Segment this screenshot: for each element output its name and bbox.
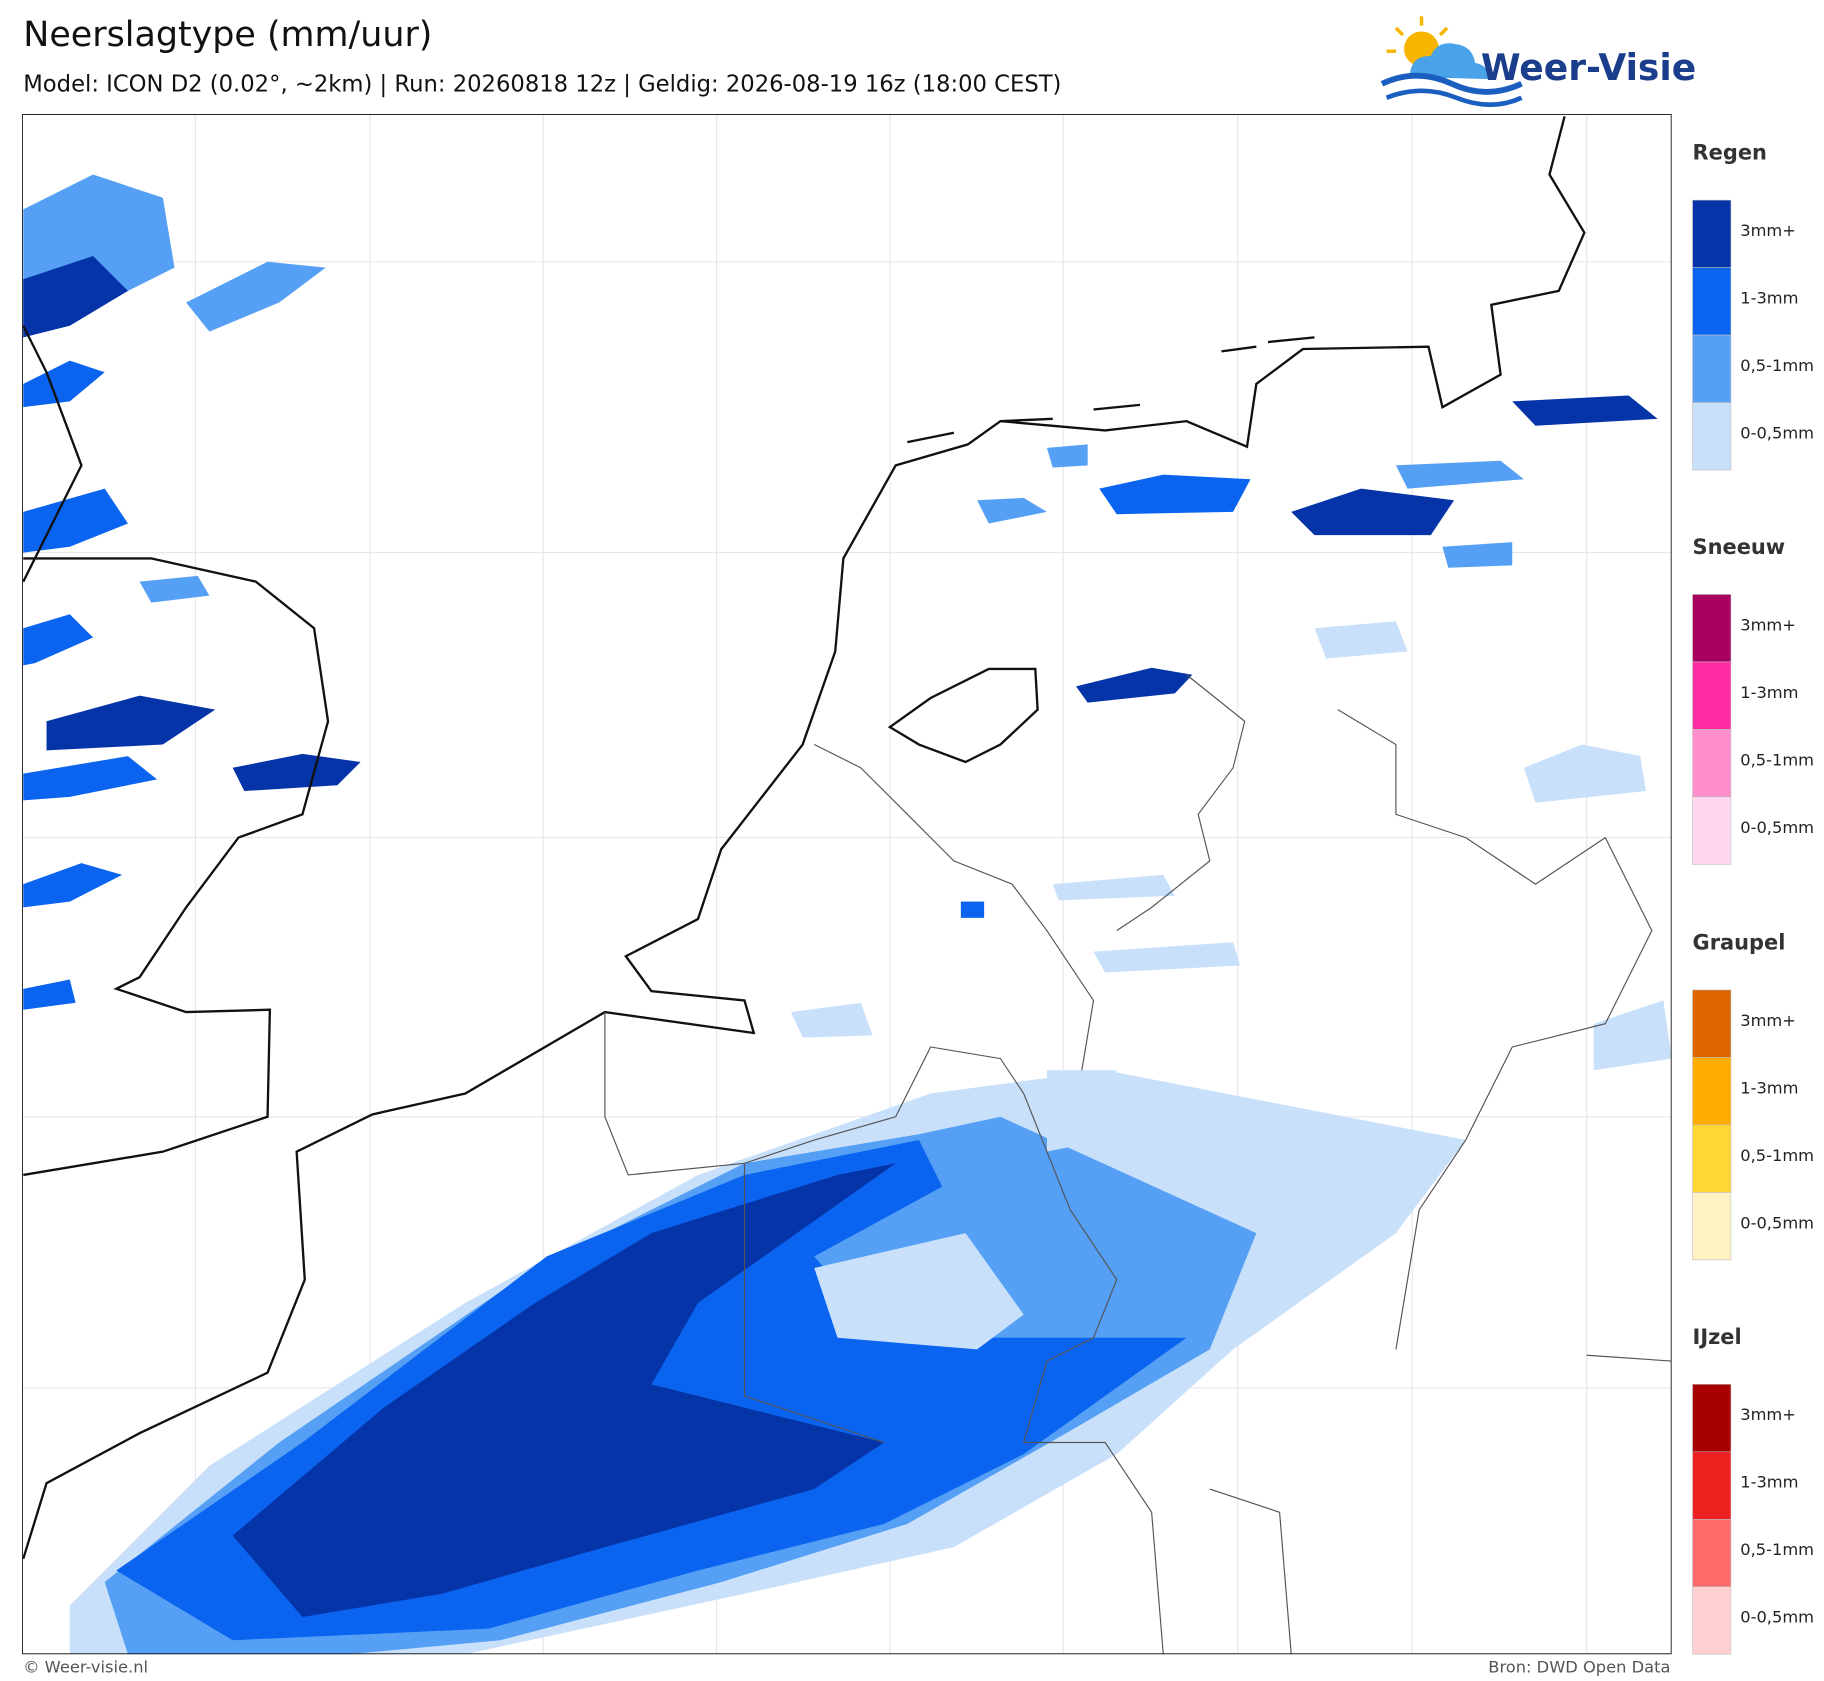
legend-swatch bbox=[1692, 1518, 1732, 1588]
legend-label: 3mm+ bbox=[1740, 1011, 1796, 1030]
legend-label: 0-0,5mm bbox=[1740, 423, 1814, 442]
legend-swatch bbox=[1692, 1451, 1732, 1520]
copyright: © Weer-visie.nl bbox=[23, 1658, 148, 1677]
borders bbox=[604, 674, 1672, 1655]
legend-label: 3mm+ bbox=[1740, 615, 1796, 634]
legend-label: 0,5-1mm bbox=[1740, 356, 1814, 375]
legend-label: 0,5-1mm bbox=[1740, 1540, 1814, 1559]
legend: Regen 3mm+ 1-3mm 0,5-1mm 0-0,5mm Sneeuw 3mm+ 1-… bbox=[1692, 141, 1814, 1655]
precipitation bbox=[23, 174, 1672, 1655]
subtitle: Model: ICON D2 (0.02°, ~2km) | Run: 2026… bbox=[23, 71, 1061, 97]
legend-label: 0-0,5mm bbox=[1740, 1608, 1814, 1627]
logo: Weer-Visie bbox=[1380, 16, 1696, 107]
legend-swatch bbox=[1692, 199, 1732, 268]
legend-swatch bbox=[1692, 729, 1732, 798]
coastline bbox=[22, 116, 1586, 1560]
logo-text: Weer-Visie bbox=[1481, 47, 1696, 89]
legend-title: Sneeuw bbox=[1693, 535, 1786, 559]
legend-swatch bbox=[1692, 267, 1732, 336]
legend-label: 0-0,5mm bbox=[1740, 1213, 1814, 1232]
legend-label: 3mm+ bbox=[1740, 221, 1796, 240]
legend-label: 0,5-1mm bbox=[1740, 1146, 1814, 1165]
source: Bron: DWD Open Data bbox=[1488, 1658, 1670, 1677]
legend-label: 1-3mm bbox=[1740, 1078, 1798, 1097]
legend-swatch bbox=[1692, 1057, 1732, 1126]
legend-label: 3mm+ bbox=[1740, 1405, 1796, 1424]
legend-swatch bbox=[1692, 1124, 1732, 1193]
legend-swatch bbox=[1692, 402, 1732, 471]
legend-swatch bbox=[1692, 1586, 1732, 1655]
legend-label: 0-0,5mm bbox=[1740, 818, 1814, 837]
legend-title: IJzel bbox=[1693, 1325, 1742, 1349]
legend-title: Regen bbox=[1693, 141, 1767, 165]
legend-swatch bbox=[1692, 989, 1732, 1058]
legend-label: 0,5-1mm bbox=[1740, 750, 1814, 769]
legend-label: 1-3mm bbox=[1740, 1473, 1798, 1492]
legend-swatch bbox=[1692, 796, 1732, 865]
legend-swatch bbox=[1692, 334, 1732, 403]
legend-title: Graupel bbox=[1693, 930, 1786, 954]
legend-swatch bbox=[1692, 661, 1732, 730]
map bbox=[22, 114, 1672, 1655]
legend-label: 1-3mm bbox=[1740, 683, 1798, 702]
title: Neerslagtype (mm/uur) bbox=[23, 15, 432, 55]
legend-label: 1-3mm bbox=[1740, 289, 1798, 308]
legend-swatch bbox=[1692, 1192, 1732, 1261]
legend-swatch bbox=[1692, 1384, 1732, 1453]
legend-swatch bbox=[1692, 594, 1732, 663]
